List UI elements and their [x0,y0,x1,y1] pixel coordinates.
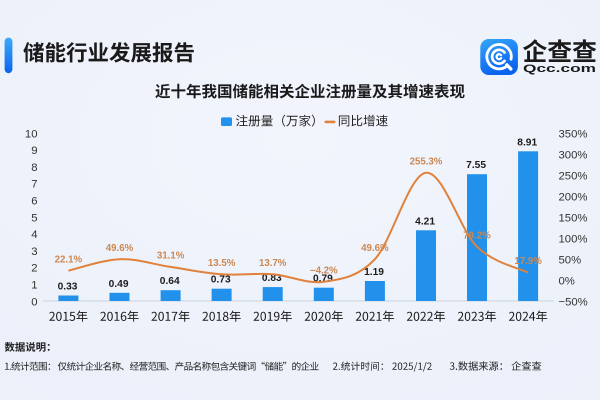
svg-text:0.33: 0.33 [58,282,78,293]
svg-text:79.2%: 79.2% [463,230,491,241]
svg-text:9: 9 [31,145,37,157]
svg-text:100%: 100% [559,233,588,245]
svg-text:17.9%: 17.9% [514,256,542,267]
svg-text:13.5%: 13.5% [208,258,236,269]
svg-text:50%: 50% [559,254,582,266]
svg-text:4.21: 4.21 [415,216,435,227]
svg-text:49.6%: 49.6% [106,243,134,254]
svg-text:255.3%: 255.3% [410,157,443,168]
svg-text:8.91: 8.91 [517,137,537,148]
svg-text:200%: 200% [559,191,588,203]
svg-text:8: 8 [31,162,37,174]
svg-text:150%: 150% [559,212,588,224]
svg-text:0.79: 0.79 [313,274,333,285]
svg-text:0.83: 0.83 [262,273,282,284]
svg-text:22.1%: 22.1% [55,254,83,265]
svg-text:10: 10 [25,128,38,140]
svg-text:350%: 350% [559,128,588,140]
svg-text:300%: 300% [559,149,588,161]
svg-text:49.6%: 49.6% [361,243,389,254]
svg-text:250%: 250% [559,170,588,182]
svg-text:4: 4 [31,229,37,241]
svg-text:31.1%: 31.1% [157,251,185,262]
svg-text:13.7%: 13.7% [259,258,287,269]
svg-text:0.49: 0.49 [109,279,129,290]
svg-text:Qcc.com: Qcc.com [523,63,596,75]
svg-text:3: 3 [31,246,37,258]
svg-text:0.73: 0.73 [211,275,231,286]
svg-text:0: 0 [31,296,37,308]
svg-text:−4.2%: −4.2% [310,266,338,277]
svg-text:0%: 0% [559,275,575,287]
svg-text:−50%: −50% [559,296,588,308]
svg-text:1.19: 1.19 [364,267,384,278]
svg-text:5: 5 [31,212,37,224]
svg-text:1: 1 [31,280,37,292]
svg-text:0.64: 0.64 [160,276,180,287]
svg-text:6: 6 [31,196,37,208]
svg-text:7.55: 7.55 [466,160,486,171]
svg-text:7: 7 [31,179,37,191]
svg-text:2: 2 [31,263,37,275]
